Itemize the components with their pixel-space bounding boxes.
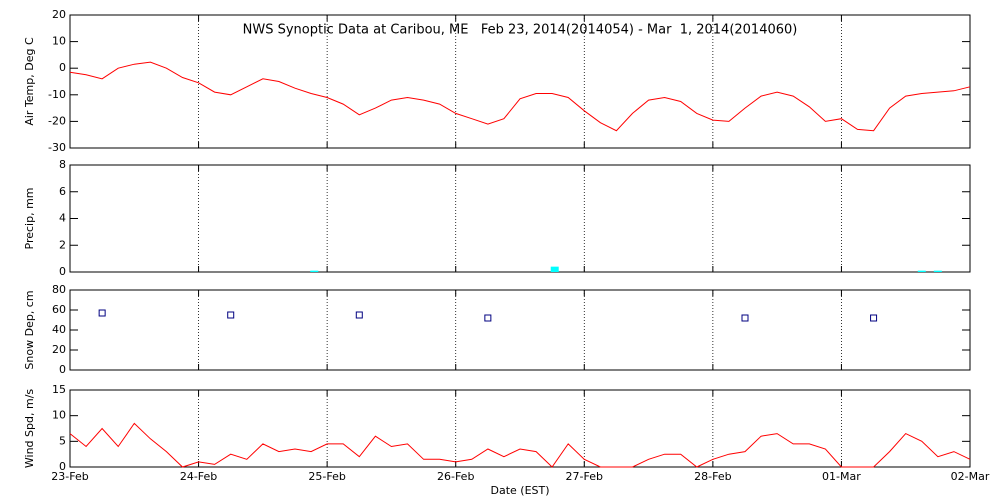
x-tick-label: 01-Mar (822, 470, 861, 483)
bar (917, 270, 926, 272)
y-tick-label: 80 (52, 283, 66, 296)
y-axis-label: Wind Spd, m/s (23, 389, 36, 469)
plot-frame (69, 164, 971, 273)
y-tick-label: 8 (59, 158, 66, 171)
y-tick-label: 0 (59, 460, 66, 473)
data-line (69, 61, 971, 132)
y-tick-label: 0 (59, 363, 66, 376)
x-tick-label: 23-Feb (51, 470, 88, 483)
y-tick-label: 20 (52, 8, 66, 21)
y-tick-label: -10 (48, 88, 66, 101)
y-tick-label: 2 (59, 238, 66, 251)
plot-frame (69, 389, 971, 468)
y-tick-label: 40 (52, 323, 66, 336)
point (484, 314, 492, 322)
y-axis-label: Precip, mm (23, 188, 36, 250)
plot-frame (69, 289, 971, 371)
y-tick-label: 15 (52, 383, 66, 396)
y-tick-label: 5 (59, 434, 66, 447)
chart-title: NWS Synoptic Data at Caribou, ME Feb 23,… (243, 23, 798, 38)
y-tick-label: 0 (59, 265, 66, 278)
point (98, 309, 106, 317)
x-axis-label: Date (EST) (490, 484, 549, 497)
y-tick-label: -30 (48, 141, 66, 154)
point (227, 311, 235, 319)
y-tick-label: 4 (59, 212, 66, 225)
x-tick-label: 27-Feb (566, 470, 603, 483)
point (741, 314, 749, 322)
x-tick-label: 26-Feb (437, 470, 474, 483)
y-tick-label: 20 (52, 343, 66, 356)
y-tick-label: 60 (52, 303, 66, 316)
bar (550, 266, 559, 272)
y-axis-label: Snow Dep, cm (23, 290, 36, 369)
x-tick-label: 25-Feb (308, 470, 345, 483)
bar (933, 270, 942, 272)
x-tick-label: 02-Mar (951, 470, 990, 483)
point (870, 314, 878, 322)
y-tick-label: 10 (52, 409, 66, 422)
bar (310, 270, 319, 272)
y-tick-label: 10 (52, 35, 66, 48)
x-tick-label: 24-Feb (180, 470, 217, 483)
y-tick-label: 6 (59, 185, 66, 198)
y-axis-label: Air Temp, Deg C (23, 37, 36, 126)
y-tick-label: 0 (59, 61, 66, 74)
x-tick-label: 28-Feb (694, 470, 731, 483)
point (355, 311, 363, 319)
y-tick-label: -20 (48, 114, 66, 127)
data-line (69, 422, 971, 468)
